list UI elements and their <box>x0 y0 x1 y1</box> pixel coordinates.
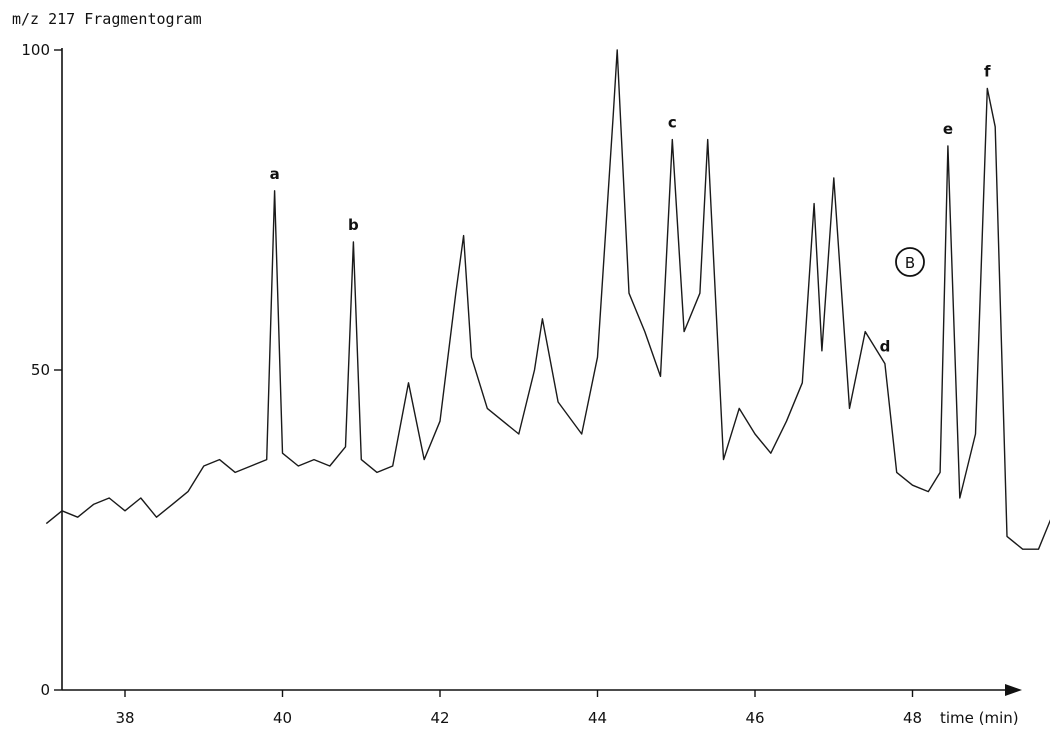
chart-title: m/z 217 Fragmentogram <box>12 10 202 28</box>
peak-label-d: d <box>880 338 891 356</box>
x-tick-label: 38 <box>115 709 134 727</box>
peak-label-c: c <box>668 114 677 132</box>
x-axis-label: time (min) <box>940 709 1019 727</box>
peak-label-b: b <box>348 216 359 234</box>
x-tick-label: 46 <box>745 709 764 727</box>
peak-label-e: e <box>943 120 953 138</box>
x-axis-arrow <box>1005 684 1022 696</box>
peak-label-f: f <box>984 62 991 80</box>
y-tick-label: 100 <box>21 41 50 59</box>
fragmentogram-trace <box>45 49 1050 550</box>
x-tick-label: 44 <box>588 709 607 727</box>
trace <box>45 49 1050 550</box>
x-tick-label: 40 <box>273 709 292 727</box>
peak-annotations: abcdefh <box>270 62 991 356</box>
axes: 0501003840424446485052time (min) <box>21 41 1022 727</box>
panel-marker-circle <box>895 247 925 277</box>
x-tick-label: 42 <box>430 709 449 727</box>
peak-label-a: a <box>270 165 280 183</box>
y-tick-label: 0 <box>40 681 50 699</box>
panel-marker: B <box>895 247 925 277</box>
x-tick-label: 48 <box>903 709 922 727</box>
y-tick-label: 50 <box>31 361 50 379</box>
panel-marker-label: B <box>905 254 915 272</box>
